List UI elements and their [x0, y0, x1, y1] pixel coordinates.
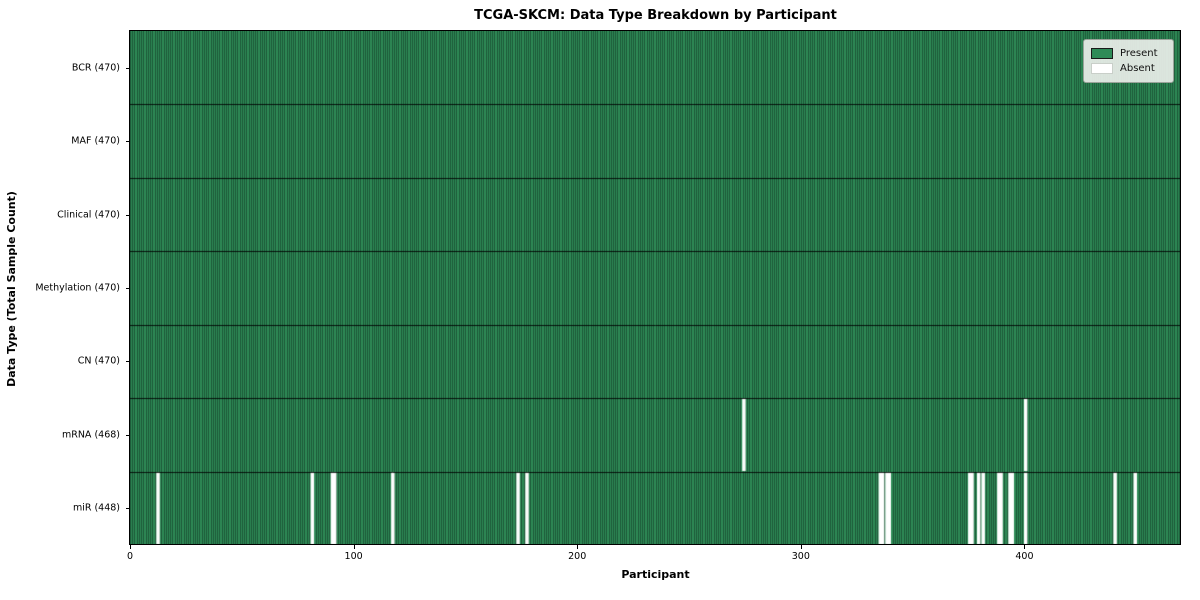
y-tick-label-miR: miR (448) [72, 502, 120, 514]
x-tick-label-400: 400 [1015, 551, 1034, 562]
y-tick-mark [126, 508, 130, 510]
x-tick-mark [353, 545, 355, 549]
y-tick-mark [126, 141, 130, 143]
absent-swatch-icon [1091, 63, 1113, 74]
y-tick-label-Clinical: Clinical (470) [57, 209, 120, 221]
x-tick-label-300: 300 [791, 551, 810, 562]
x-tick-label-100: 100 [344, 551, 363, 562]
y-tick-label-BCR: BCR (470) [71, 62, 120, 74]
y-tick-label-mRNA: mRNA (468) [61, 429, 120, 441]
y-tick-label-MAF: MAF (470) [71, 135, 120, 147]
x-tick-mark [800, 545, 802, 549]
legend: Present Absent [1083, 39, 1174, 83]
legend-label-absent: Absent [1120, 63, 1155, 74]
y-tick-mark [126, 214, 130, 216]
legend-entry-absent: Absent [1091, 62, 1166, 75]
y-tick-mark [126, 361, 130, 363]
heatmap-canvas[interactable] [130, 31, 1181, 545]
x-axis-label: Participant [621, 568, 690, 581]
present-swatch-icon [1091, 48, 1113, 59]
y-tick-label-Methylation: Methylation (470) [35, 282, 120, 294]
y-tick-mark [126, 434, 130, 436]
x-tick-label-200: 200 [568, 551, 587, 562]
y-tick-label-CN: CN (470) [77, 355, 120, 367]
x-tick-label-0: 0 [126, 551, 134, 562]
legend-entry-present: Present [1091, 47, 1166, 60]
legend-label-present: Present [1120, 48, 1158, 59]
x-tick-mark [130, 545, 131, 549]
x-tick-mark [577, 545, 579, 549]
y-tick-mark [126, 288, 130, 289]
heatmap-plot-area[interactable] [130, 31, 1181, 545]
x-tick-mark [1024, 545, 1026, 549]
chart-title: TCGA-SKCM: Data Type Breakdown by Partic… [474, 8, 837, 23]
y-tick-mark [126, 67, 130, 69]
